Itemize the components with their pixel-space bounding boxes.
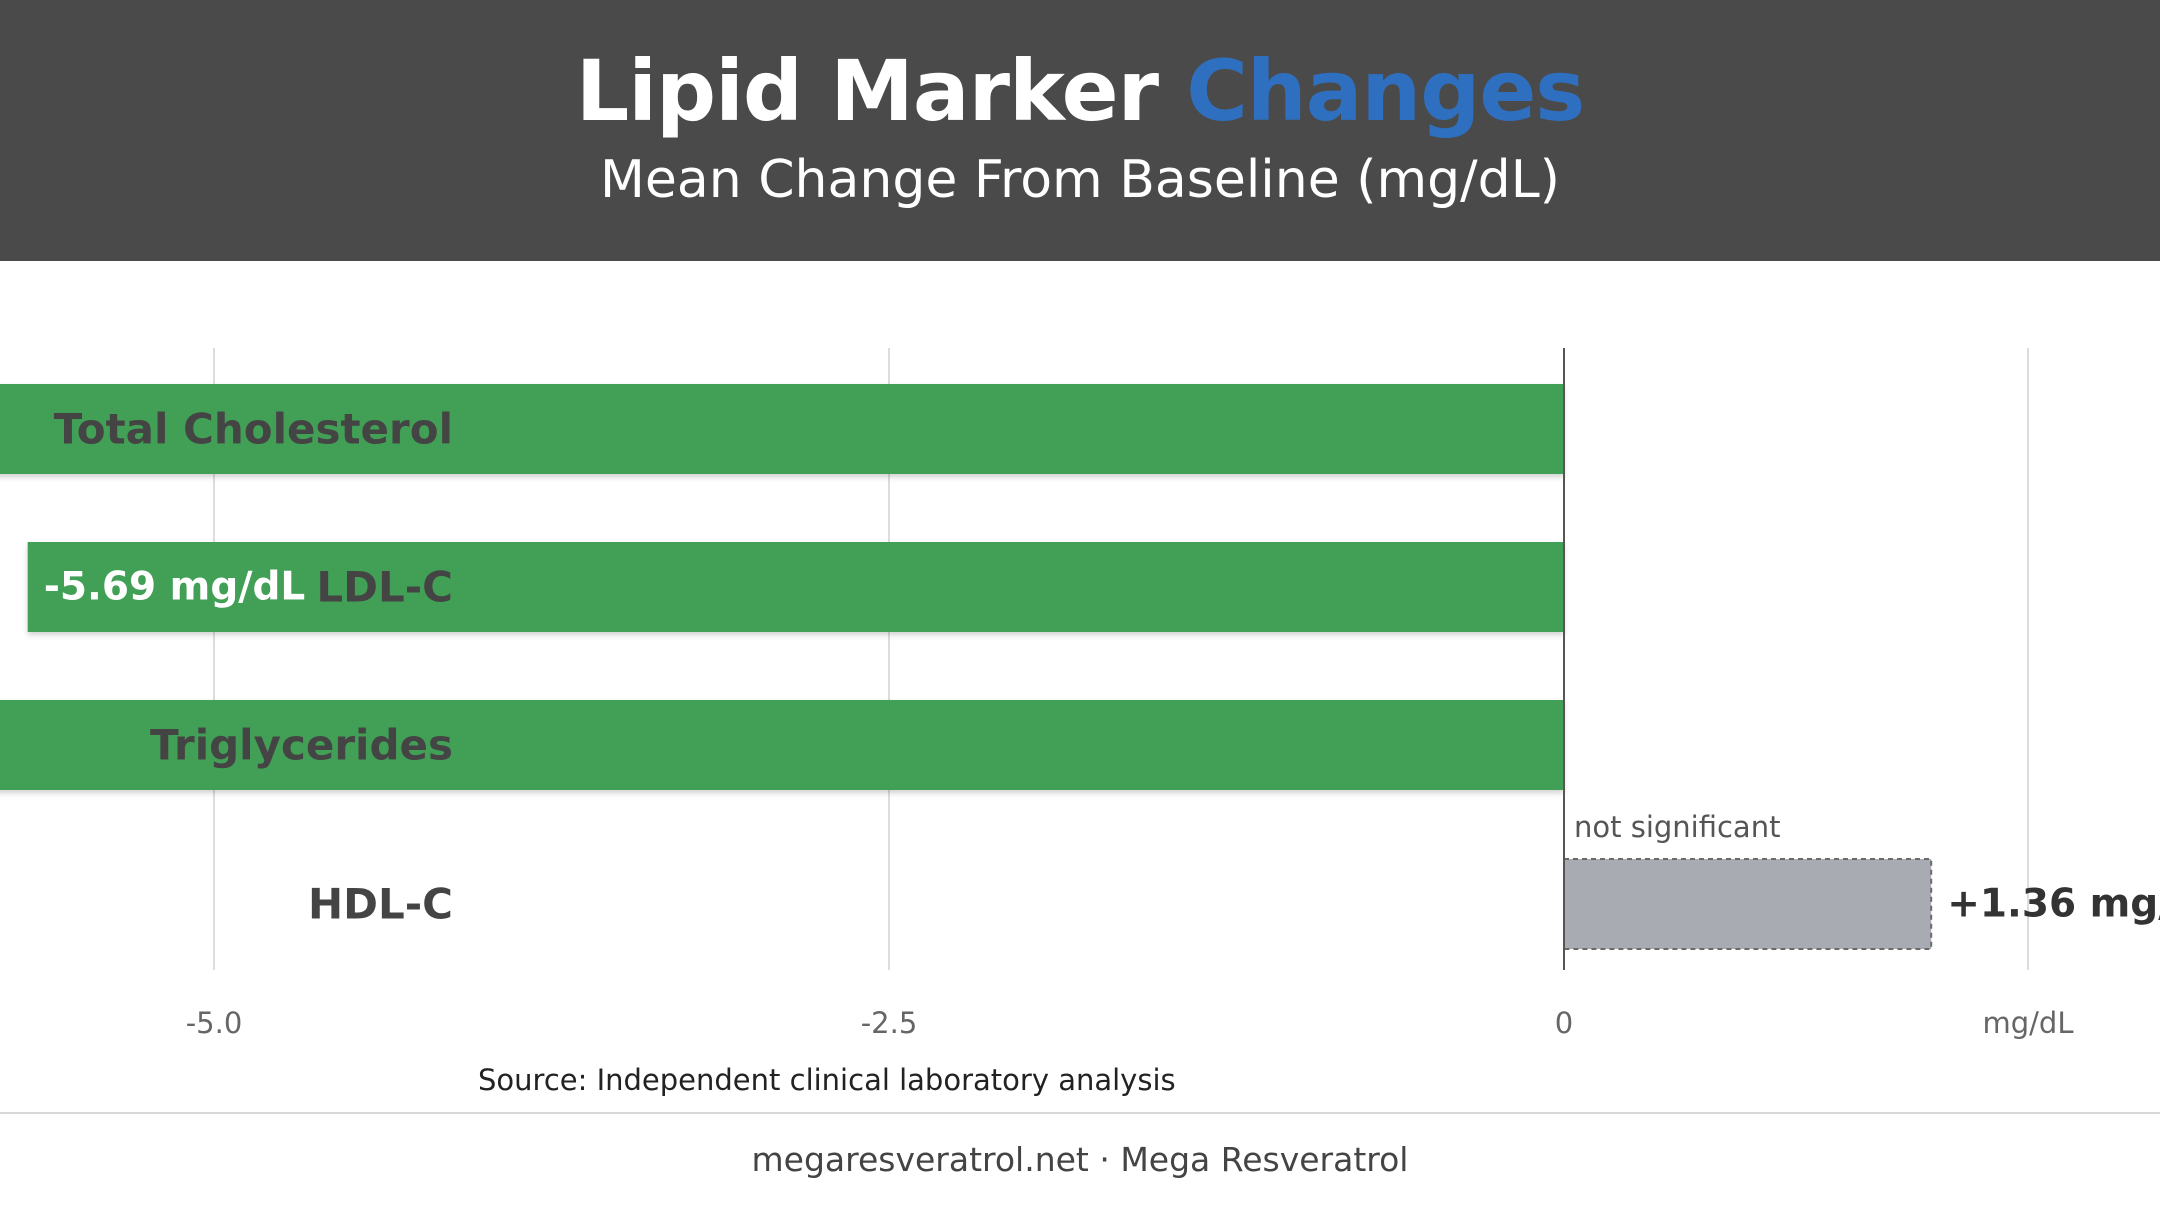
category-label: LDL-C xyxy=(316,563,453,612)
header-banner: Lipid Marker Changes Mean Change From Ba… xyxy=(0,0,2160,261)
footer-credit: megaresveratrol.net · Mega Resveratrol xyxy=(751,1140,1409,1179)
title-accent: Changes xyxy=(1186,42,1585,140)
category-label: Triglycerides xyxy=(150,721,453,770)
chart-title: Lipid Marker Changes xyxy=(0,42,2160,140)
bar-chart: Total Cholesterol LDL-C Triglycerides HDL-C… xyxy=(0,348,2160,1040)
bar xyxy=(27,542,1565,632)
footer-divider xyxy=(0,1112,2160,1114)
chart-subtitle: Mean Change From Baseline (mg/dL) xyxy=(600,150,1560,210)
value-label: +1.36 mg/dL xyxy=(1947,882,2160,927)
tick-label: -2.5 xyxy=(861,1006,918,1040)
bar xyxy=(0,700,1564,790)
source-note: Source: Independent clinical laboratory … xyxy=(478,1063,1176,1097)
x-unit-label: mg/dL xyxy=(1983,1006,2074,1040)
tick-label: 0 xyxy=(1555,1006,1573,1040)
category-label: Total Cholesterol xyxy=(54,405,453,454)
bar xyxy=(1563,858,1933,950)
category-label: HDL-C xyxy=(308,880,453,929)
tick-label: -5.0 xyxy=(186,1006,243,1040)
bar xyxy=(0,384,1565,474)
title-main: Lipid Marker xyxy=(575,42,1159,140)
value-label: -5.69 mg/dL xyxy=(44,565,306,610)
annotation-label: not significant xyxy=(1574,810,1780,844)
